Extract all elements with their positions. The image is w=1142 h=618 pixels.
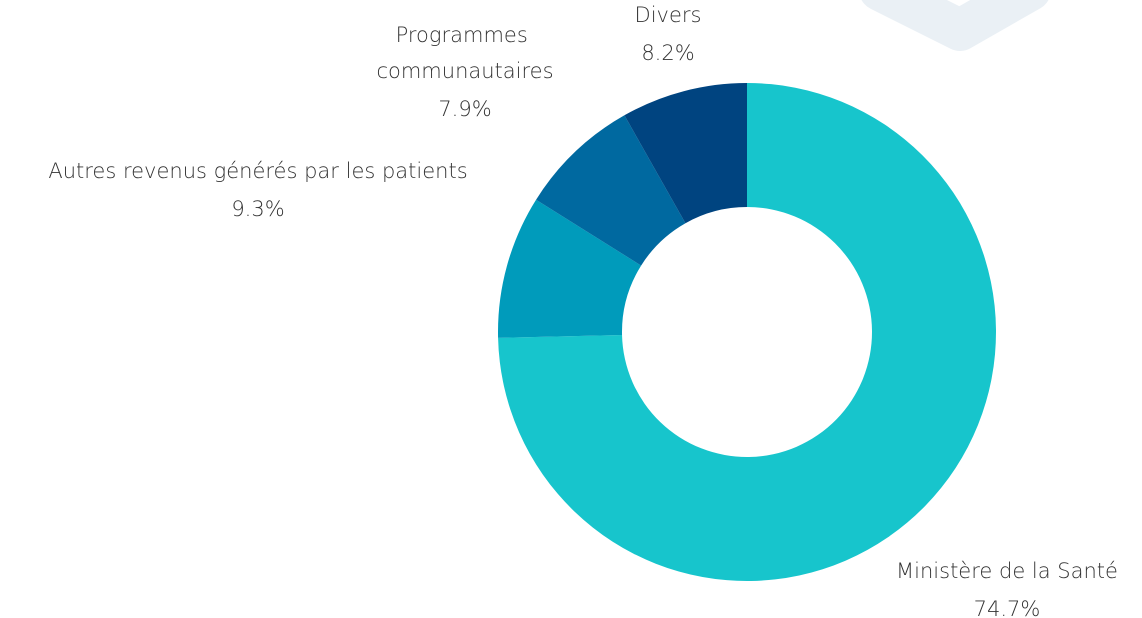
donut-slice [498,83,996,581]
slice-value-label: 9.3% [231,197,284,221]
slice-value-label: 74.7% [974,597,1041,618]
label-line: communautaires [376,59,553,83]
slice-label: Autres revenus générés par les patients [48,159,467,183]
donut-slice [536,115,686,266]
donut-slice [497,199,642,338]
slice-value-label: 7.9% [438,97,491,121]
slice-value-label: 8.2% [641,41,694,65]
slice-label: Divers [635,3,702,27]
label-line: Programmes [396,23,535,47]
slice-label: Ministère de la Santé [896,559,1118,583]
decoration [861,0,1049,51]
slice-label: Programmes communautaires [376,23,553,83]
donut-slice [624,83,747,224]
